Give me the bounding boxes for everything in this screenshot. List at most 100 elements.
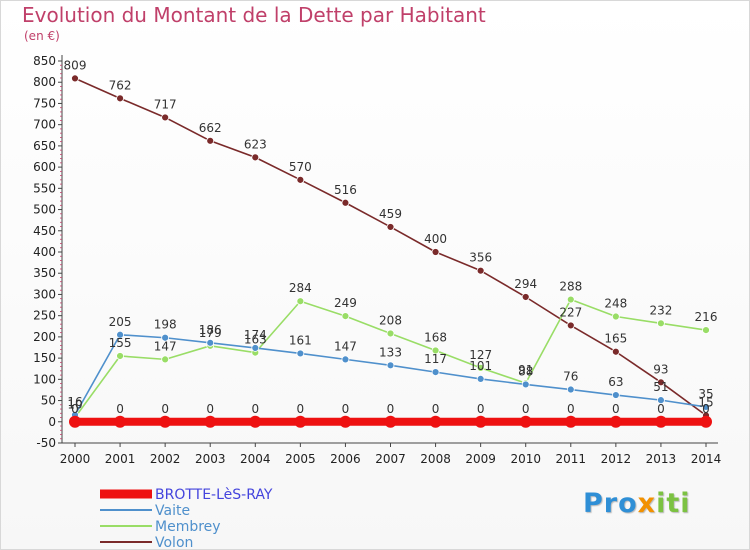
data-point — [161, 113, 170, 122]
data-label: 0 — [71, 402, 79, 416]
data-label: 198 — [154, 318, 177, 332]
data-point — [431, 346, 440, 355]
y-tick-label: -50 — [36, 436, 56, 450]
y-tick-label: 300 — [33, 287, 56, 301]
data-point — [69, 415, 81, 428]
data-label: 284 — [289, 281, 312, 295]
data-point — [161, 355, 170, 364]
x-tick-label: 2009 — [465, 452, 496, 466]
data-point — [114, 415, 127, 428]
data-point — [251, 344, 260, 352]
data-point — [521, 380, 530, 389]
data-label: 186 — [199, 323, 222, 337]
y-tick-label: 650 — [33, 139, 56, 153]
x-tick-label: 2004 — [240, 452, 271, 466]
data-label: 127 — [469, 348, 492, 362]
x-tick-label: 2014 — [691, 452, 722, 466]
y-tick-label: 350 — [33, 266, 56, 280]
y-tick-label: 550 — [33, 181, 56, 195]
x-tick-label: 2012 — [601, 452, 632, 466]
data-point — [296, 175, 305, 184]
y-tick-label: 50 — [41, 394, 56, 408]
data-label: 809 — [64, 58, 87, 72]
y-tick-label: 500 — [33, 203, 56, 217]
data-point — [251, 153, 260, 162]
x-tick-label: 2007 — [375, 452, 406, 466]
data-label: 161 — [289, 333, 312, 347]
data-point — [702, 403, 710, 411]
data-point — [159, 415, 172, 428]
logo-part-pro: Pro — [583, 488, 638, 519]
data-point — [386, 361, 395, 370]
data-label: 0 — [161, 402, 169, 416]
data-label: 93 — [653, 362, 668, 376]
y-tick-label: 450 — [33, 224, 56, 238]
y-tick-label: 850 — [33, 54, 56, 68]
x-tick-label: 2011 — [556, 452, 587, 466]
y-tick-label: 200 — [33, 330, 56, 344]
data-label: 0 — [342, 402, 350, 416]
data-point — [564, 415, 577, 428]
logo-part-iti: iti — [656, 488, 691, 519]
data-point — [71, 74, 79, 83]
x-tick-label: 2000 — [60, 452, 91, 466]
data-point — [296, 349, 305, 358]
data-label: 0 — [657, 402, 665, 416]
data-label: 0 — [477, 402, 485, 416]
data-label: 10 — [67, 398, 82, 412]
data-label: 216 — [695, 310, 718, 324]
legend-label: Membrey — [155, 519, 221, 535]
data-label: 51 — [653, 380, 668, 394]
data-point — [611, 391, 620, 399]
data-label: 163 — [244, 333, 267, 347]
data-point — [296, 297, 305, 306]
data-point — [384, 415, 397, 428]
data-point — [476, 375, 485, 383]
data-label: 762 — [109, 78, 132, 92]
data-label: 516 — [334, 183, 357, 197]
data-label: 0 — [612, 402, 620, 416]
data-label: 248 — [604, 297, 627, 311]
data-label: 249 — [334, 296, 357, 310]
x-tick-label: 2001 — [105, 452, 136, 466]
data-label: 117 — [424, 352, 447, 366]
x-tick-label: 2010 — [510, 452, 541, 466]
data-label: 0 — [297, 402, 305, 416]
data-point — [566, 321, 575, 330]
data-point — [116, 94, 124, 103]
y-tick-label: 0 — [48, 415, 56, 429]
data-label: 459 — [379, 207, 402, 221]
data-label: 0 — [116, 402, 124, 416]
data-label: 0 — [251, 402, 259, 416]
data-point — [431, 368, 440, 377]
data-point — [206, 136, 215, 145]
x-tick-label: 2003 — [195, 452, 226, 466]
data-point — [657, 319, 665, 328]
data-label: 76 — [563, 370, 578, 384]
data-label: 294 — [514, 277, 537, 291]
y-tick-label: 150 — [33, 351, 56, 365]
data-label: 16 — [67, 395, 82, 409]
data-label: 147 — [334, 339, 357, 353]
data-point — [206, 338, 215, 347]
data-point — [657, 378, 665, 387]
data-point — [161, 333, 170, 342]
y-tick-label: 100 — [33, 372, 56, 386]
data-point — [341, 198, 350, 207]
data-label: 147 — [154, 339, 177, 353]
data-label: 0 — [206, 402, 214, 416]
legend-label: BROTTE-LèS-RAY — [155, 487, 273, 503]
data-label: 165 — [604, 332, 627, 346]
data-label: 227 — [559, 305, 582, 319]
data-point — [116, 352, 124, 360]
y-tick-label: 700 — [33, 118, 56, 132]
data-point — [341, 355, 350, 364]
data-point — [386, 223, 395, 231]
data-point — [341, 312, 350, 320]
x-tick-label: 2006 — [330, 452, 361, 466]
data-point — [519, 415, 532, 428]
data-label: 91 — [518, 363, 533, 377]
x-tick-label: 2005 — [285, 452, 316, 466]
data-label: 623 — [244, 137, 267, 151]
